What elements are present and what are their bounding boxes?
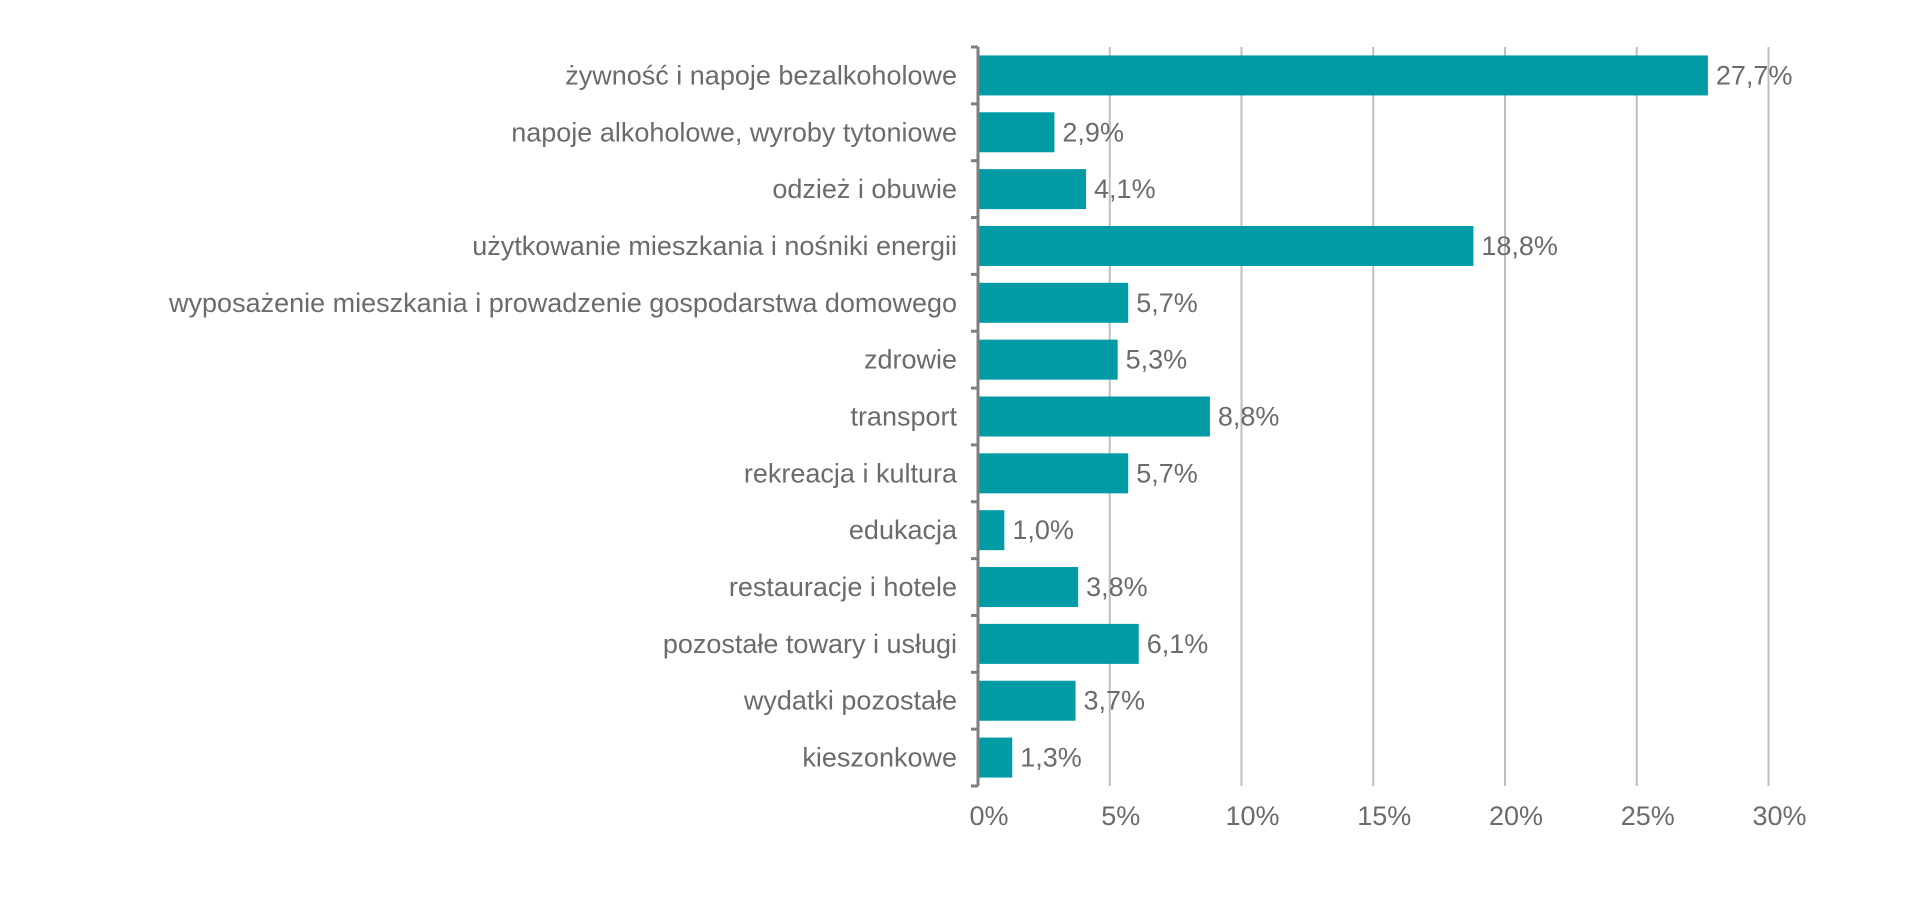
category-label: transport: [850, 402, 957, 432]
x-tick-label: 0%: [969, 801, 1008, 831]
data-label: 1,0%: [1012, 515, 1074, 545]
data-label: 1,3%: [1020, 743, 1082, 773]
data-label: 18,8%: [1481, 231, 1558, 261]
x-tick-label: 25%: [1621, 801, 1675, 831]
data-label: 2,9%: [1062, 117, 1124, 147]
bar-12: [978, 737, 1013, 778]
category-label: wydatki pozostałe: [743, 686, 957, 716]
bar-10: [978, 623, 1139, 664]
data-label: 3,7%: [1083, 686, 1145, 716]
category-label: odzież i obuwie: [772, 174, 957, 204]
x-axis-tick-labels: 0% 5% 10% 15% 20% 25% 30%: [969, 801, 1806, 831]
bar-3: [978, 225, 1474, 266]
bars: [978, 55, 1708, 778]
category-label: kieszonkowe: [802, 743, 957, 773]
x-tick-label: 20%: [1489, 801, 1543, 831]
bar-9: [978, 567, 1079, 608]
category-label: użytkowanie mieszkania i nośniki energii: [472, 231, 957, 261]
data-label: 4,1%: [1094, 174, 1156, 204]
category-label: zdrowie: [864, 345, 957, 375]
bar-11: [978, 680, 1076, 721]
category-label: rekreacja i kultura: [744, 458, 958, 488]
bar-5: [978, 339, 1118, 380]
bar-7: [978, 453, 1129, 494]
category-label: wyposażenie mieszkania i prowadzenie gos…: [168, 288, 957, 318]
bar-2: [978, 169, 1087, 210]
category-label: edukacja: [849, 515, 958, 545]
category-labels: żywność i napoje bezalkoholowe napoje alk…: [168, 60, 958, 772]
data-label: 5,7%: [1136, 288, 1198, 318]
data-labels: 27,7% 2,9% 4,1% 18,8% 5,7% 5,3% 8,8% 5,7% 1,0% 3,…: [1012, 60, 1792, 772]
bar-0: [978, 55, 1708, 96]
x-tick-label: 10%: [1225, 801, 1279, 831]
category-label: napoje alkoholowe, wyroby tytoniowe: [511, 117, 957, 147]
category-label: żywność i napoje bezalkoholowe: [565, 60, 957, 90]
data-label: 5,3%: [1126, 345, 1188, 375]
bar-6: [978, 396, 1210, 437]
y-axis: [971, 45, 980, 788]
data-label: 27,7%: [1716, 60, 1793, 90]
bar-1: [978, 112, 1055, 153]
data-label: 6,1%: [1147, 629, 1209, 659]
data-label: 5,7%: [1136, 458, 1198, 488]
x-tick-label: 5%: [1101, 801, 1140, 831]
bar-4: [978, 282, 1129, 323]
data-label: 3,8%: [1086, 572, 1148, 602]
category-label: pozostałe towary i usługi: [663, 629, 957, 659]
data-label: 8,8%: [1218, 402, 1280, 432]
category-label: restauracje i hotele: [729, 572, 957, 602]
x-tick-label: 30%: [1752, 801, 1806, 831]
bar-8: [978, 510, 1005, 551]
x-tick-label: 15%: [1357, 801, 1411, 831]
